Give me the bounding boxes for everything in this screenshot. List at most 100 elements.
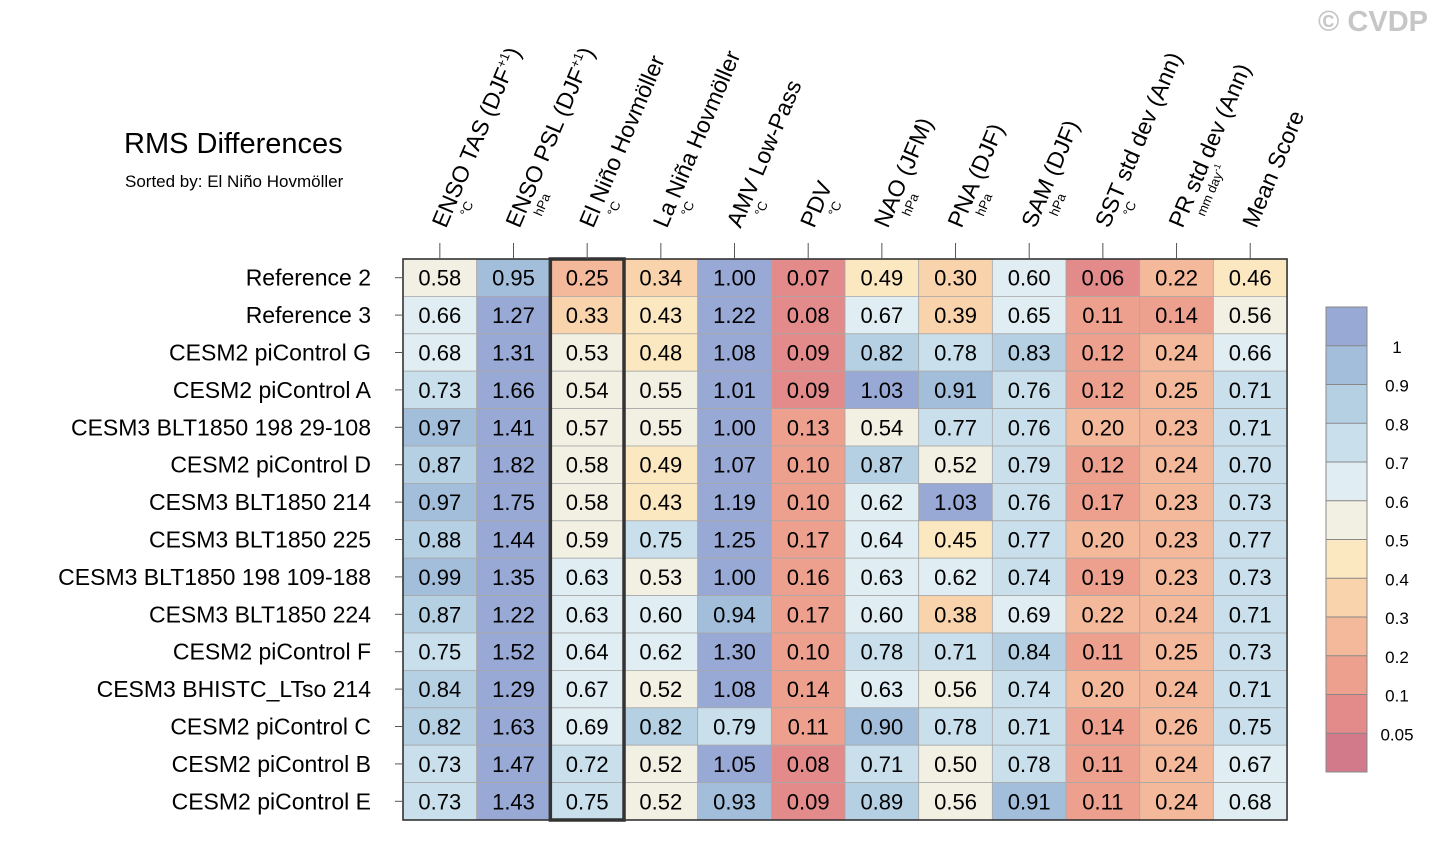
- cell-value: 0.14: [1081, 715, 1124, 740]
- heatmap-cell: [697, 782, 772, 821]
- colorbar-tick-label: 0.3: [1385, 609, 1409, 628]
- heatmap-cell: [991, 520, 1067, 559]
- heatmap-cell: [402, 670, 478, 709]
- row-label: CESM2 piControl D: [170, 452, 371, 478]
- heatmap-cell: [770, 482, 846, 522]
- cell-value: 0.52: [639, 789, 682, 814]
- heatmap-cell: [770, 295, 846, 335]
- heatmap-cell: [1212, 482, 1288, 522]
- cell-value: 1.08: [713, 677, 756, 702]
- heatmap-cell: [918, 782, 993, 821]
- cell-value: 0.74: [1008, 565, 1051, 590]
- heatmap-cell: [476, 670, 551, 709]
- cell-value: 0.82: [860, 341, 903, 366]
- heatmap-cell: [623, 595, 699, 634]
- heatmap-cell: [549, 557, 625, 597]
- heatmap-cell: [1065, 520, 1141, 559]
- cell-value: 0.79: [1008, 453, 1051, 478]
- heatmap-cell: [770, 707, 846, 746]
- cell-value: 0.17: [1081, 490, 1124, 515]
- cell-value: 0.71: [1229, 378, 1272, 403]
- heatmap-cell: [697, 520, 772, 559]
- colorbar-tick-label: 0.1: [1385, 687, 1409, 706]
- heatmap-cell: [1212, 520, 1288, 559]
- cell-value: 0.67: [860, 303, 903, 328]
- cell-value: 0.24: [1155, 789, 1198, 814]
- cell-value: 0.89: [860, 789, 903, 814]
- colorbar-segment: [1326, 578, 1367, 617]
- cell-value: 0.24: [1155, 602, 1198, 627]
- colorbar-tick-label: 1: [1392, 338, 1401, 357]
- cell-value: 0.60: [1008, 266, 1051, 291]
- heatmap-cell: [697, 370, 772, 410]
- column-unit: °C: [678, 199, 698, 218]
- cell-value: 0.78: [1008, 752, 1051, 777]
- cell-value: 1.52: [492, 640, 535, 665]
- cell-value: 1.75: [492, 490, 535, 515]
- cell-value: 0.53: [639, 565, 682, 590]
- cell-value: 0.71: [860, 752, 903, 777]
- cell-value: 0.73: [418, 378, 461, 403]
- cell-value: 1.41: [492, 415, 535, 440]
- heatmap-cell: [1139, 408, 1214, 447]
- cell-value: 0.17: [787, 602, 830, 627]
- cell-value: 0.11: [788, 715, 829, 740]
- heatmap-cell: [991, 632, 1067, 671]
- cell-value: 0.46: [1229, 266, 1272, 291]
- heatmap-cell: [1139, 258, 1214, 297]
- heatmap-cell: [549, 782, 625, 821]
- cell-value: 0.20: [1081, 528, 1124, 553]
- cell-value: 0.66: [418, 303, 461, 328]
- cell-value: 0.34: [639, 266, 682, 291]
- cell-value: 0.52: [639, 752, 682, 777]
- cell-value: 0.83: [1008, 341, 1051, 366]
- cell-value: 0.11: [1082, 640, 1123, 665]
- heatmap-cell: [844, 744, 920, 784]
- cell-value: 0.68: [1229, 789, 1272, 814]
- heatmap-cell: [1139, 707, 1214, 746]
- heatmap-cell: [1212, 333, 1288, 372]
- heatmap-cell: [918, 557, 993, 597]
- heatmap-cell: [918, 520, 993, 559]
- heatmap-cell: [770, 370, 846, 410]
- cell-value: 0.20: [1081, 677, 1124, 702]
- heatmap-cell: [770, 670, 846, 709]
- cell-value: 0.12: [1081, 378, 1124, 403]
- cell-value: 0.38: [934, 602, 977, 627]
- colorbar-segment: [1326, 617, 1367, 656]
- cell-value: 0.75: [418, 640, 461, 665]
- cell-value: 0.49: [860, 266, 903, 291]
- row-label: CESM3 BLT1850 198 29-108: [71, 414, 371, 440]
- cell-value: 0.57: [566, 415, 609, 440]
- cell-value: 0.73: [418, 752, 461, 777]
- cell-value: 1.27: [492, 303, 535, 328]
- row-label: CESM2 piControl G: [169, 340, 371, 366]
- cell-value: 0.60: [860, 602, 903, 627]
- cell-value: 0.73: [418, 789, 461, 814]
- colorbar-tick-label: 0.5: [1385, 532, 1409, 551]
- heatmap-cell: [991, 445, 1067, 484]
- colorbar-segment: [1326, 694, 1367, 734]
- heatmap-cell: [1212, 557, 1288, 597]
- cell-value: 0.71: [1229, 677, 1272, 702]
- cell-value: 0.20: [1081, 415, 1124, 440]
- cell-value: 0.78: [934, 715, 977, 740]
- cell-value: 0.76: [1008, 490, 1051, 515]
- cell-value: 0.93: [713, 789, 756, 814]
- heatmap-cell: [623, 782, 699, 821]
- heatmap-cell: [770, 595, 846, 634]
- colorbar-segment: [1326, 500, 1367, 540]
- cell-value: 0.19: [1081, 565, 1124, 590]
- cell-value: 0.63: [566, 602, 609, 627]
- colorbar-segment: [1326, 423, 1367, 462]
- cell-value: 1.00: [713, 565, 756, 590]
- heatmap-cell: [918, 632, 993, 671]
- heatmap-cell: [770, 520, 846, 559]
- cell-value: 0.09: [787, 341, 830, 366]
- heatmap-cell: [1212, 744, 1288, 784]
- cell-value: 0.33: [566, 303, 609, 328]
- cell-value: 0.78: [860, 640, 903, 665]
- heatmap-cell: [770, 408, 846, 447]
- chart-title: RMS Differences: [124, 128, 343, 160]
- cell-value: 0.13: [787, 415, 830, 440]
